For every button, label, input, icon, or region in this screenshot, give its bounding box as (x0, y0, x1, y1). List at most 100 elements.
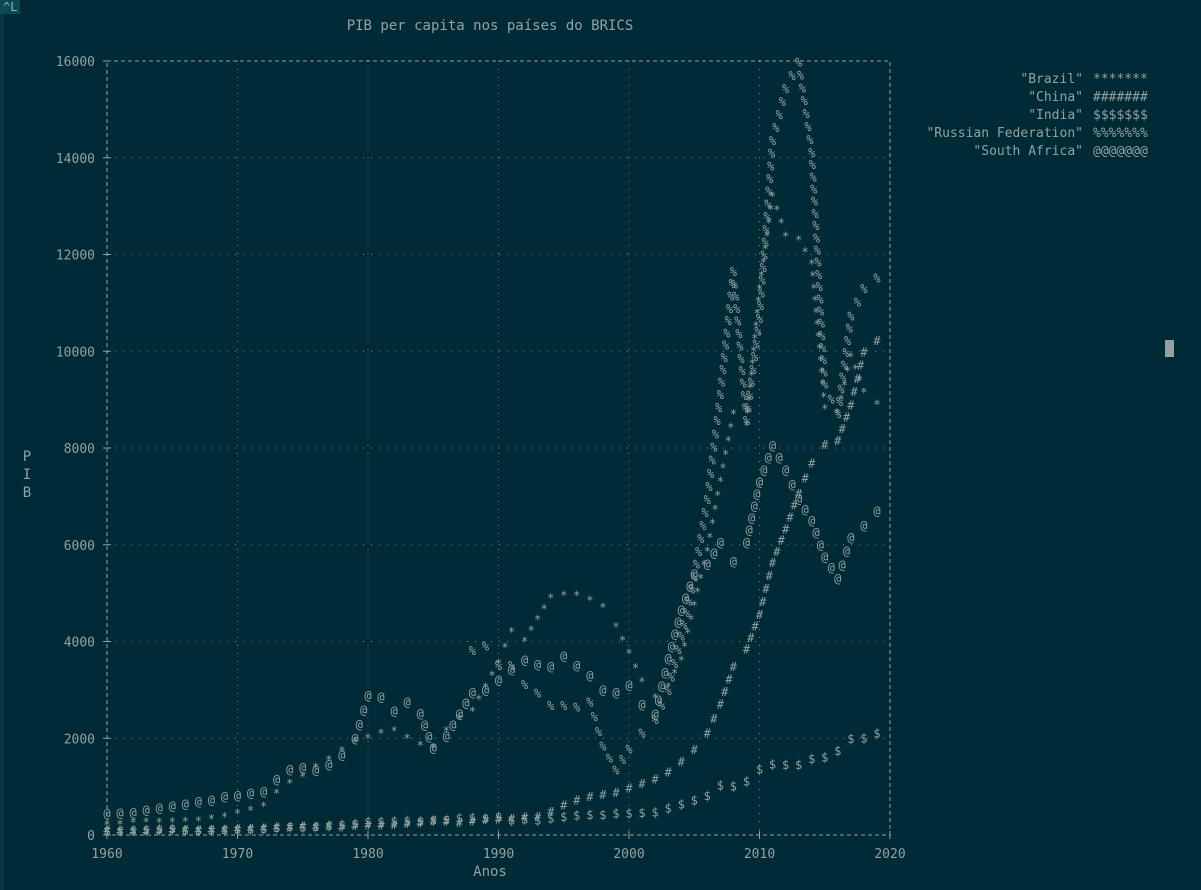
series-point: $ (404, 814, 411, 828)
series-segment-glyph: % (761, 248, 769, 262)
series-point: @ (665, 651, 672, 665)
series-point: % (873, 272, 881, 286)
series-point: @ (586, 668, 593, 682)
legend-marker: @@@@@@@ (1093, 144, 1148, 159)
series-point: $ (469, 811, 476, 825)
series-point: % (638, 726, 646, 740)
series-segment-glyph: % (680, 618, 688, 632)
series-point: * (221, 810, 228, 824)
series-segment-glyph: * (501, 641, 508, 655)
series-segment-glyph: % (761, 236, 769, 250)
series-segment-glyph: * (488, 668, 495, 682)
series-point: $ (508, 813, 515, 827)
series-point: $ (377, 815, 384, 829)
series-point: @ (638, 697, 645, 711)
series-point: @ (404, 695, 411, 709)
series-segment-glyph: * (751, 331, 758, 345)
series-point: @ (547, 660, 554, 674)
series-point: # (560, 798, 568, 812)
series-segment-glyph: % (809, 170, 817, 184)
series-point: # (169, 823, 177, 837)
chart-grid (107, 61, 890, 835)
series-segment-glyph: % (801, 94, 809, 108)
series-segment-glyph: % (733, 302, 741, 316)
series-segment-glyph: % (754, 325, 762, 339)
series-point: # (743, 643, 751, 657)
series-segment-glyph: % (748, 376, 756, 390)
series-3: %%%%%%%%%%%%%%%%%%%%%%%%%%%%%%%%%%%%%%%%… (469, 55, 882, 777)
series-point: @ (351, 732, 358, 746)
series-segment-glyph: % (811, 195, 819, 209)
series-segment-glyph: % (797, 68, 805, 82)
series-segment-glyph: % (735, 327, 743, 341)
series-point: @ (116, 806, 123, 820)
series-segment-glyph: % (732, 290, 740, 304)
series-point: # (730, 660, 738, 674)
series-segment-glyph: % (683, 606, 691, 620)
series-segment-glyph: % (854, 296, 862, 310)
series-point: % (834, 407, 842, 421)
series-segment-glyph: % (768, 147, 776, 161)
series-point: $ (678, 798, 685, 812)
series-segment-glyph: @ (817, 538, 824, 552)
series-point: # (860, 345, 868, 359)
series-point: $ (208, 823, 215, 837)
series-point: $ (143, 823, 150, 837)
series-segment-glyph: % (814, 256, 822, 270)
series-segment-glyph: % (710, 441, 718, 455)
series-0: * * * * * * * * * * * * *** ***** * * *** ***************… (103, 189, 880, 831)
series-segment-glyph: % (751, 350, 759, 364)
series-segment-glyph: * (755, 294, 762, 308)
series-segment-glyph: * (773, 203, 780, 217)
series-point: @ (756, 475, 763, 489)
series-point: @ (299, 760, 306, 774)
series-segment-glyph: % (736, 339, 744, 353)
series-segment-glyph: % (758, 286, 766, 300)
series-segment-glyph: # (839, 422, 847, 436)
series-point: % (612, 764, 620, 778)
series-point: # (247, 822, 255, 836)
series-segment-glyph: % (806, 133, 814, 147)
series-point: $ (573, 809, 580, 823)
series-segment-glyph: % (764, 197, 772, 211)
series-segment-glyph: % (815, 268, 823, 282)
series-point: # (234, 823, 242, 837)
series-segment-glyph: * (697, 572, 704, 586)
y-axis-label-char: I (23, 467, 31, 483)
series-segment-glyph: # (802, 472, 810, 486)
series-point: @ (169, 799, 176, 813)
series-point: % (847, 309, 855, 323)
series-segment-glyph: % (668, 670, 676, 684)
y-axis-label-char: B (23, 485, 31, 501)
series-point: @ (599, 683, 606, 697)
series-point: * (873, 397, 880, 411)
series-segment-glyph: % (760, 261, 768, 275)
legend-label: "India" (1028, 108, 1083, 123)
series-segment-glyph: @ (765, 451, 772, 465)
series-segment-glyph: @ (356, 717, 363, 731)
series-segment-glyph: * (852, 362, 859, 376)
series-point: @ (286, 763, 293, 777)
series-point: % (625, 742, 633, 756)
series-point: * (312, 760, 319, 774)
series-point: $ (273, 821, 280, 835)
series-point: $ (612, 807, 619, 821)
series-segment-glyph: % (718, 376, 726, 390)
series-point: * (143, 815, 150, 829)
series-segment-glyph: % (725, 314, 733, 328)
series-point: @ (260, 784, 267, 798)
series-point: $ (482, 811, 489, 825)
series-segment-glyph: * (619, 633, 626, 647)
series-point: @ (182, 797, 189, 811)
series-point: * (325, 753, 332, 767)
series-point: @ (430, 741, 437, 755)
series-segment-glyph: % (775, 108, 783, 122)
series-point: * (665, 680, 672, 694)
series-point: # (260, 822, 268, 836)
series-segment-glyph: * (841, 378, 848, 392)
series-point: @ (782, 463, 789, 477)
series-point: * (390, 724, 397, 738)
series-segment-glyph: % (817, 304, 825, 318)
series-point: $ (860, 731, 867, 745)
series-segment-glyph: * (765, 216, 772, 230)
